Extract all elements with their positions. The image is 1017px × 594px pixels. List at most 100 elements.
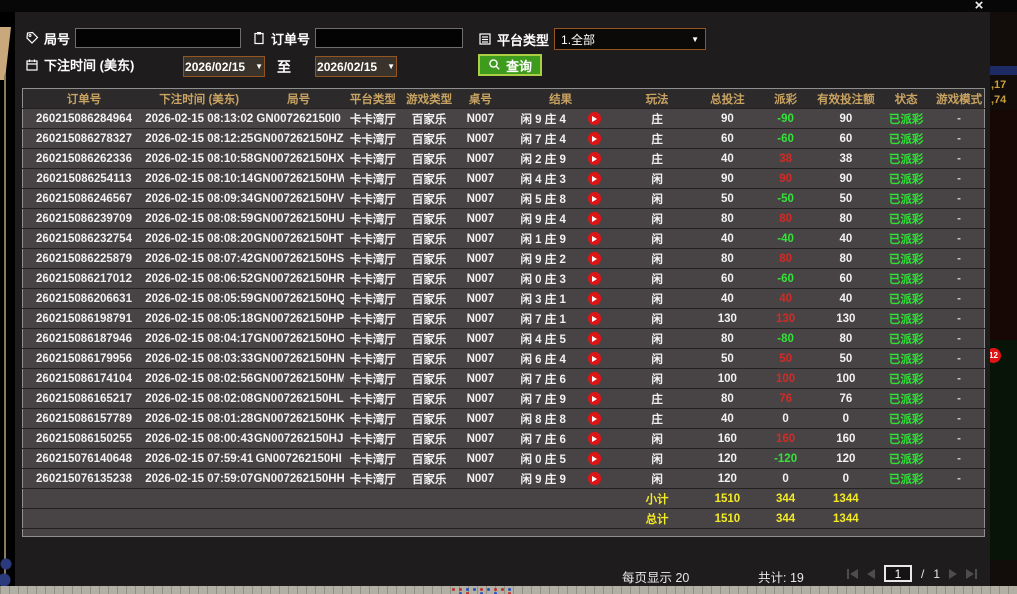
cell-total-bet: 80 [697,388,758,409]
col-valid-bet: 有效投注额 [813,88,878,109]
replay-icon[interactable] [587,452,601,465]
background-count-badge: 12 [990,348,1001,363]
cell-platform: 卡卡湾厅 [343,448,403,469]
cell-payout: -60 [757,268,814,289]
status-badge: 已派彩 [877,388,935,409]
table-row[interactable]: 260215086225879 2026-02-15 08:07:42 GN00… [22,248,985,269]
date-from-select[interactable]: 2026/02/15 ▼ [183,56,265,77]
cell-bet-time: 2026-02-15 08:03:33 [145,348,254,369]
date-from-value: 2026/02/15 [185,59,246,74]
replay-icon[interactable] [587,352,601,365]
table-row[interactable]: 260215086179956 2026-02-15 08:03:33 GN00… [22,348,985,369]
table-row[interactable]: 260215086262336 2026-02-15 08:10:58 GN00… [22,148,985,169]
cell-order-no: 260215086179956 [22,348,145,369]
table-row[interactable]: 260215086198791 2026-02-15 08:05:18 GN00… [22,308,985,329]
cell-bet-time: 2026-02-15 08:01:28 [145,408,254,429]
cell-game-no: GN007262150HK [253,408,344,429]
prev-page-icon[interactable] [867,568,875,579]
replay-icon[interactable] [587,152,601,165]
table-row[interactable]: 260215086217012 2026-02-15 08:06:52 GN00… [22,268,985,289]
replay-icon[interactable] [587,132,601,145]
replay-icon[interactable] [587,172,601,185]
table-row[interactable]: 260215086246567 2026-02-15 08:09:34 GN00… [22,188,985,209]
result-text: 闲 9 庄 2 [520,253,566,266]
cell-valid-bet: 130 [813,308,878,329]
subtotal-payout: 344 [757,488,814,509]
game-no-input[interactable] [75,28,242,48]
cell-play: 闲 [616,308,698,329]
result-text: 闲 9 庄 4 [520,213,566,226]
cell-game-no: GN007262150HV [253,188,344,209]
replay-icon[interactable] [587,332,601,345]
cell-bet-time: 2026-02-15 07:59:41 [145,448,254,469]
replay-icon[interactable] [587,192,601,205]
last-page-icon[interactable] [966,568,978,579]
status-badge: 已派彩 [877,468,935,489]
status-badge: 已派彩 [877,248,935,269]
col-result: 结果 [504,88,617,109]
cell-table-no: N007 [456,428,505,449]
close-icon[interactable]: × [974,0,984,14]
replay-icon[interactable] [587,472,601,485]
table-row[interactable]: 260215086150255 2026-02-15 08:00:43 GN00… [22,428,985,449]
status-badge: 已派彩 [877,308,935,329]
cell-order-no: 260215086225879 [22,248,145,269]
bet-time-filter: 下注时间 (美东) [25,55,134,74]
next-page-icon[interactable] [949,568,958,579]
cell-result: 闲 9 庄 4 [504,208,617,229]
cell-platform: 卡卡湾厅 [343,228,403,249]
cell-total-bet: 90 [697,108,758,129]
cell-game-type: 百家乐 [402,428,457,449]
col-play: 玩法 [616,88,698,109]
chevron-down-icon: ▼ [387,62,395,71]
table-row[interactable]: 260215086165217 2026-02-15 08:02:08 GN00… [22,388,985,409]
replay-icon[interactable] [587,312,601,325]
game-no-label: 局号 [44,31,71,47]
cell-bet-time: 2026-02-15 08:05:18 [145,308,254,329]
replay-icon[interactable] [587,232,601,245]
cell-payout: 38 [757,148,814,169]
table-row[interactable]: 260215086284964 2026-02-15 08:13:02 GN00… [22,108,985,129]
cell-valid-bet: 90 [813,168,878,189]
replay-icon[interactable] [587,392,601,405]
table-row[interactable]: 260215086157789 2026-02-15 08:01:28 GN00… [22,408,985,429]
replay-icon[interactable] [587,412,601,425]
table-row[interactable]: 260215076140648 2026-02-15 07:59:41 GN00… [22,448,985,469]
cell-platform: 卡卡湾厅 [343,288,403,309]
cell-table-no: N007 [456,328,505,349]
query-button[interactable]: 查询 [478,54,543,76]
table-row[interactable]: 260215086206631 2026-02-15 08:05:59 GN00… [22,288,985,309]
cell-game-mode: - [934,248,985,269]
result-text: 闲 9 庄 9 [520,473,566,486]
table-row[interactable]: 260215086232754 2026-02-15 08:08:20 GN00… [22,228,985,249]
cell-game-no: GN007262150HM [253,368,344,389]
cell-table-no: N007 [456,148,505,169]
cell-payout: -120 [757,448,814,469]
cell-bet-time: 2026-02-15 08:08:59 [145,208,254,229]
cell-result: 闲 3 庄 1 [504,288,617,309]
cell-platform: 卡卡湾厅 [343,208,403,229]
replay-icon[interactable] [587,372,601,385]
table-row[interactable]: 260215086187946 2026-02-15 08:04:17 GN00… [22,328,985,349]
cell-game-type: 百家乐 [402,208,457,229]
replay-icon[interactable] [587,212,601,225]
platform-type-select[interactable]: 1.全部 ▼ [554,28,707,50]
table-row[interactable]: 260215086239709 2026-02-15 08:08:59 GN00… [22,208,985,229]
replay-icon[interactable] [587,432,601,445]
replay-icon[interactable] [587,272,601,285]
cell-game-type: 百家乐 [402,448,457,469]
table-row[interactable]: 260215086278327 2026-02-15 08:12:25 GN00… [22,128,985,149]
replay-icon[interactable] [587,112,601,125]
table-row[interactable]: 260215076135238 2026-02-15 07:59:07 GN00… [22,468,985,489]
page-number-input[interactable]: 1 [884,565,912,582]
first-page-icon[interactable] [847,568,858,579]
table-row[interactable]: 260215086174104 2026-02-15 08:02:56 GN00… [22,368,985,389]
replay-icon[interactable] [587,292,601,305]
order-no-input[interactable] [315,28,464,48]
col-game-type: 游戏类型 [402,88,457,109]
table-row[interactable]: 260215086254113 2026-02-15 08:10:14 GN00… [22,168,985,189]
grand-total-valid-bet: 1344 [813,508,878,529]
date-to-select[interactable]: 2026/02/15 ▼ [315,56,397,77]
cell-bet-time: 2026-02-15 08:05:59 [145,288,254,309]
replay-icon[interactable] [587,252,601,265]
